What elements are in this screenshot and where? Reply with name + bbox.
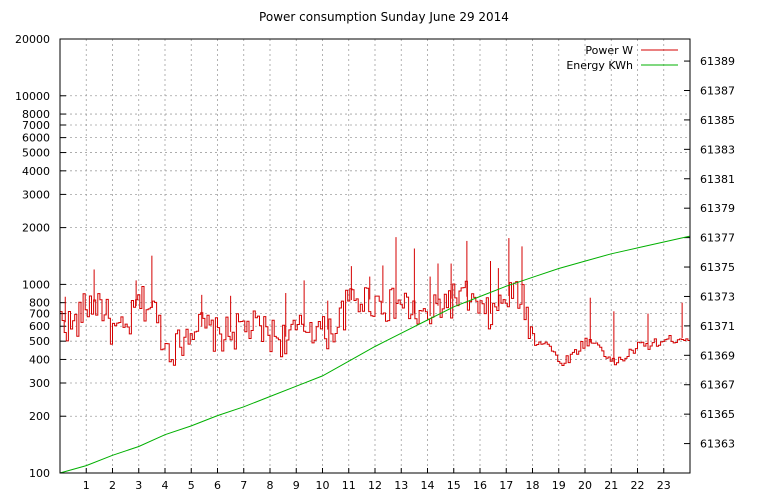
- power-w-line: [60, 280, 691, 366]
- y-left-tick-label: 2000: [22, 222, 50, 235]
- y-left-tick-label: 600: [29, 320, 50, 333]
- x-tick-label: 5: [188, 479, 195, 492]
- y-right-tick-label: 61377: [700, 232, 735, 245]
- x-tick-label: 11: [342, 479, 356, 492]
- x-tick-label: 20: [578, 479, 592, 492]
- y-right-tick-label: 61383: [700, 143, 735, 156]
- y-left-tick-label: 8000: [22, 108, 50, 121]
- y-right-tick-label: 61385: [700, 114, 735, 127]
- x-tick-label: 4: [162, 479, 169, 492]
- x-tick-label: 23: [657, 479, 671, 492]
- y-right-tick-label: 61373: [700, 290, 735, 303]
- x-tick-label: 8: [267, 479, 274, 492]
- y-right-tick-label: 61363: [700, 438, 735, 451]
- y-left-tick-label: 200: [29, 410, 50, 423]
- y-left-tick-label: 100: [29, 467, 50, 480]
- x-tick-label: 15: [447, 479, 461, 492]
- x-tick-label: 21: [604, 479, 618, 492]
- chart-title: Power consumption Sunday June 29 2014: [259, 10, 509, 24]
- x-tick-label: 10: [316, 479, 330, 492]
- y-left-tick-label: 1000: [22, 278, 50, 291]
- x-tick-label: 18: [526, 479, 540, 492]
- x-tick-label: 12: [368, 479, 382, 492]
- x-tick-label: 9: [293, 479, 300, 492]
- legend-label-energy: Energy KWh: [566, 59, 633, 72]
- y-left-tick-label: 5000: [22, 147, 50, 160]
- x-tick-label: 6: [214, 479, 221, 492]
- x-tick-label: 13: [394, 479, 408, 492]
- x-tick-label: 3: [135, 479, 142, 492]
- y-right-tick-label: 61375: [700, 261, 735, 274]
- y-right-tick-label: 61381: [700, 173, 735, 186]
- y-right-tick-label: 61367: [700, 379, 735, 392]
- y-left-tick-label: 4000: [22, 165, 50, 178]
- x-tick-label: 19: [552, 479, 566, 492]
- y-right-tick-label: 61369: [700, 349, 735, 362]
- y-left-tick-label: 6000: [22, 132, 50, 145]
- y-left-tick-label: 400: [29, 353, 50, 366]
- x-tick-label: 7: [240, 479, 247, 492]
- y-left-tick-label: 10000: [15, 90, 50, 103]
- y-left-tick-label: 700: [29, 308, 50, 321]
- y-right-tick-label: 61379: [700, 202, 735, 215]
- y-left-tick-label: 800: [29, 297, 50, 310]
- y-left-tick-label: 3000: [22, 188, 50, 201]
- y-right-tick-label: 61371: [700, 320, 735, 333]
- y-right-tick-label: 61365: [700, 408, 735, 421]
- plot-frame: [59, 38, 691, 474]
- y-left-tick-label: 20000: [15, 33, 50, 46]
- legend-label-power: Power W: [585, 44, 633, 57]
- y-left-tick-label: 7000: [22, 119, 50, 132]
- x-tick-label: 14: [421, 479, 435, 492]
- x-tick-label: 1: [83, 479, 90, 492]
- x-tick-label: 17: [499, 479, 513, 492]
- x-tick-label: 2: [109, 479, 116, 492]
- x-tick-label: 22: [631, 479, 645, 492]
- y-right-tick-label: 61387: [700, 84, 735, 97]
- energy-kwh-line: [59, 235, 691, 474]
- y-left-tick-label: 300: [29, 377, 50, 390]
- y-right-tick-label: 61389: [700, 55, 735, 68]
- y-left-tick-label: 500: [29, 335, 50, 348]
- x-tick-label: 16: [473, 479, 487, 492]
